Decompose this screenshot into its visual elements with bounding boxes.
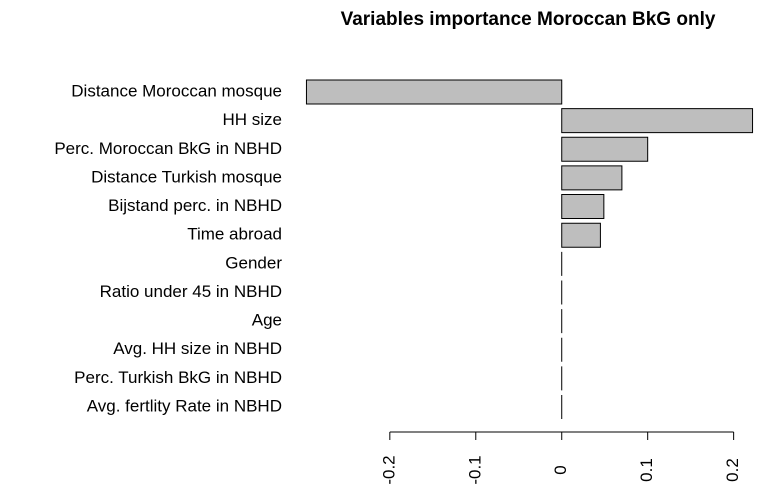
y-tick-label: Age [252, 311, 282, 330]
bar [561, 222, 601, 248]
y-tick-label: HH size [222, 110, 282, 129]
y-tick-label: Time abroad [187, 225, 282, 244]
chart-title: Variables importance Moroccan BkG only [341, 9, 716, 30]
y-tick-label: Perc. Moroccan BkG in NBHD [54, 139, 282, 158]
y-tick-label: Perc. Turkish BkG in NBHD [74, 368, 282, 387]
x-tick-label: 0 [551, 465, 570, 474]
bar [561, 136, 649, 162]
y-tick-label: Distance Turkish mosque [91, 167, 282, 186]
y-tick-label: Avg. HH size in NBHD [113, 339, 282, 358]
y-tick-label: Distance Moroccan mosque [71, 81, 282, 100]
y-tick-label: Gender [225, 253, 282, 272]
x-tick-label: 0.1 [637, 458, 656, 482]
y-tick-label: Bijstand perc. in NBHD [108, 196, 282, 215]
bar [561, 194, 605, 220]
x-tick-label: -0.2 [379, 455, 398, 484]
x-tick-label: -0.1 [465, 455, 484, 484]
bar [305, 79, 563, 105]
x-tick-label: 0.2 [723, 458, 742, 482]
y-tick-label: Avg. fertlity Rate in NBHD [87, 397, 282, 416]
y-tick-label: Ratio under 45 in NBHD [100, 282, 282, 301]
bar [561, 165, 623, 191]
bar [561, 108, 754, 134]
